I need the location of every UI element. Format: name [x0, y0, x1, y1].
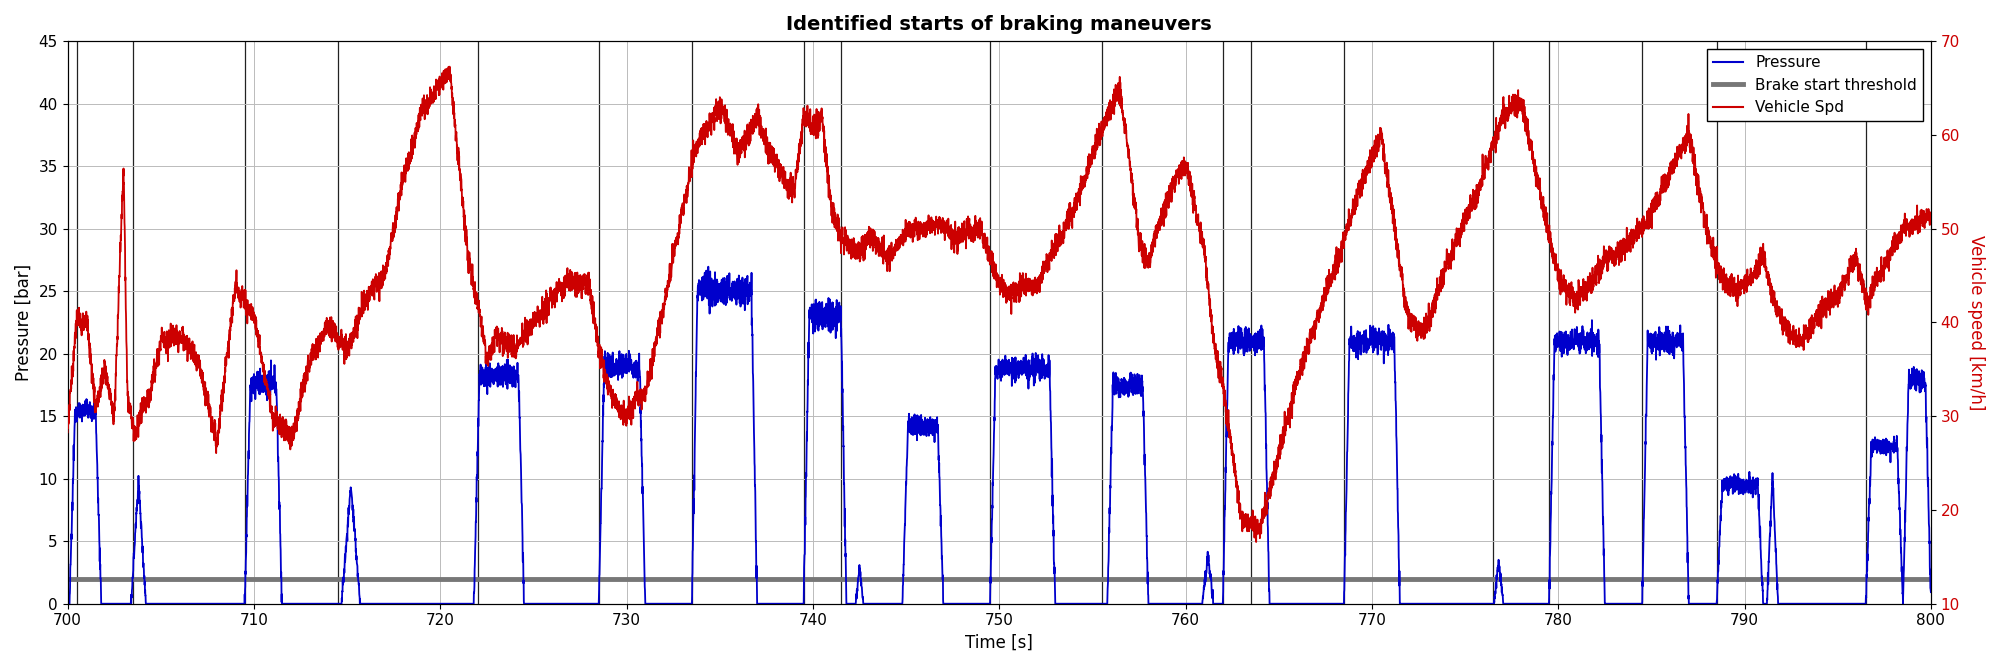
- Y-axis label: Vehicle speed [km/h]: Vehicle speed [km/h]: [1968, 235, 1984, 410]
- Legend: Pressure, Brake start threshold, Vehicle Spd: Pressure, Brake start threshold, Vehicle…: [1706, 49, 1924, 121]
- Title: Identified starts of braking maneuvers: Identified starts of braking maneuvers: [786, 15, 1212, 34]
- X-axis label: Time [s]: Time [s]: [966, 634, 1034, 652]
- Y-axis label: Pressure [bar]: Pressure [bar]: [14, 264, 32, 381]
